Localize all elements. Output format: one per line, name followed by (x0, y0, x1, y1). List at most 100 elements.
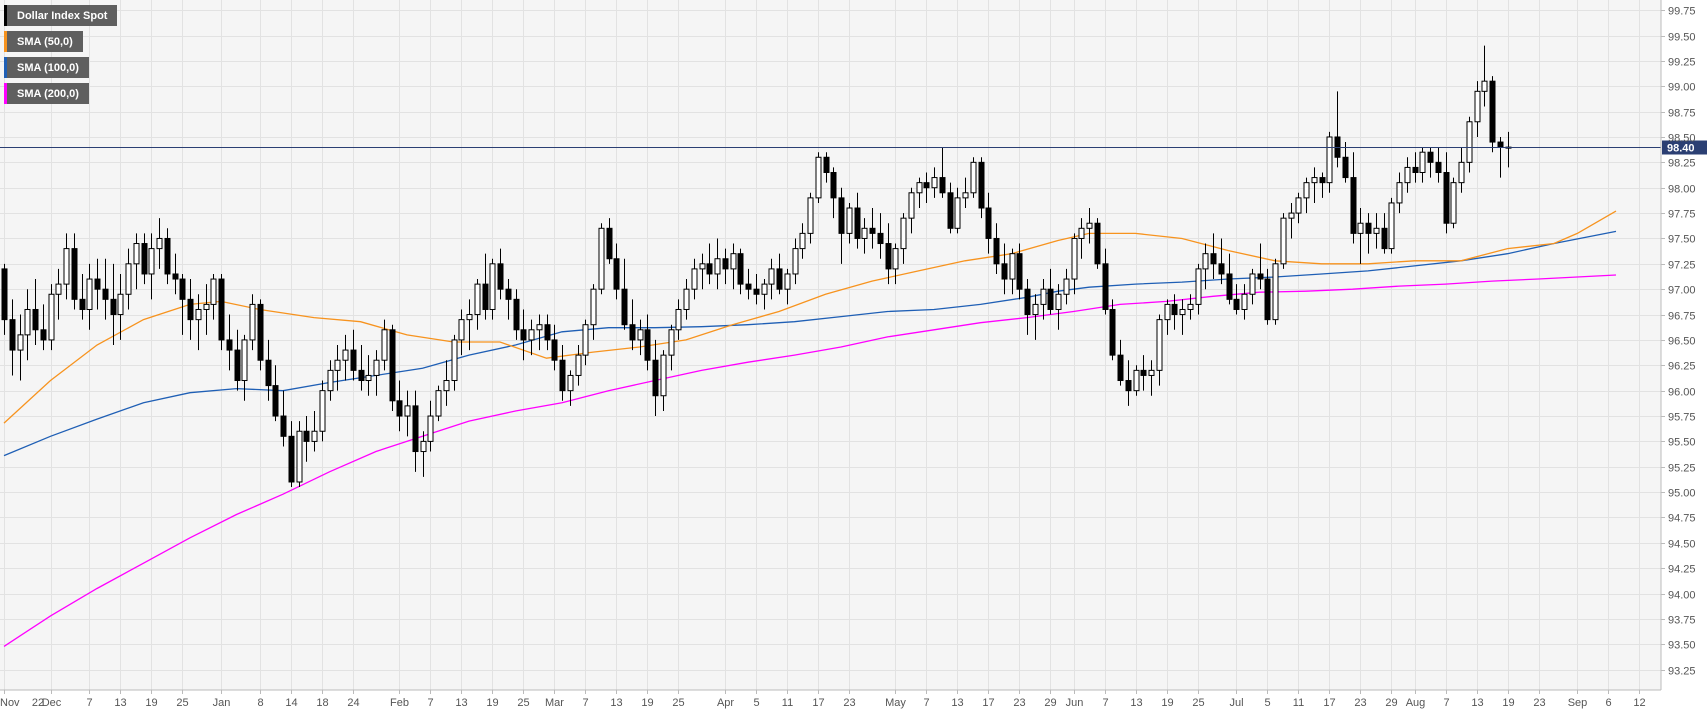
x-tick-label: 13 (114, 697, 126, 709)
candle-body (1241, 293, 1248, 310)
candle (1264, 268, 1271, 325)
candle (458, 309, 465, 356)
candle (621, 258, 628, 330)
candle-body (582, 324, 589, 356)
candle-body (1094, 222, 1101, 265)
candle (1443, 152, 1450, 234)
candle (528, 319, 535, 356)
candle-body (1350, 177, 1357, 234)
candle-body (79, 298, 86, 310)
legend-item-sma-100[interactable]: SMA (100,0) (4, 57, 89, 78)
candle (613, 243, 620, 300)
candle (466, 299, 473, 351)
y-tick-label: 98.75 (1668, 108, 1696, 120)
candle-body (234, 349, 241, 382)
x-tick-label: 17 (982, 697, 994, 709)
candle (753, 273, 760, 305)
chart-legend: Dollar Index Spot SMA (50,0) SMA (100,0)… (4, 5, 118, 109)
y-tick-label: 95.50 (1668, 437, 1696, 449)
legend-item-dollar-index[interactable]: Dollar Index Spot (4, 5, 118, 26)
candle (536, 314, 543, 351)
x-tick-label: 22 (32, 697, 44, 709)
candle-body (1357, 222, 1364, 234)
candle (1303, 177, 1310, 214)
candle (435, 385, 442, 422)
y-tick-label: 94.75 (1668, 513, 1696, 525)
candle (1202, 243, 1209, 290)
x-tick-label: 13 (455, 697, 467, 709)
candle-body (1156, 319, 1163, 371)
legend-item-sma-200[interactable]: SMA (200,0) (4, 83, 89, 104)
candle (71, 233, 78, 310)
candle-body (40, 329, 47, 341)
candle-body (1210, 253, 1217, 265)
candle-body (117, 293, 124, 316)
candle (156, 218, 163, 269)
candle (885, 223, 892, 285)
candle-body (1218, 263, 1225, 275)
candle (854, 192, 861, 249)
candle (823, 152, 830, 183)
legend-label: SMA (50,0) (17, 35, 73, 48)
candle-body (1303, 182, 1310, 199)
x-tick-label: 7 (1443, 697, 1449, 709)
candle-body (1288, 212, 1295, 219)
x-tick-label: 23 (1533, 697, 1545, 709)
y-tick-label: 93.25 (1668, 666, 1696, 678)
candle (1342, 142, 1349, 183)
candle (226, 314, 233, 371)
candle (691, 258, 698, 300)
plot-background (0, 0, 1661, 690)
y-tick-label: 94.00 (1668, 590, 1696, 602)
y-tick-label: 96.50 (1668, 336, 1696, 348)
x-tick-label: 29 (1044, 697, 1056, 709)
candle-body (1, 268, 8, 321)
candle-body (846, 207, 853, 234)
candle-body (1326, 136, 1333, 184)
candle (544, 314, 551, 351)
candle (1125, 360, 1132, 406)
candle (1009, 248, 1016, 295)
candle-body (970, 161, 977, 194)
candle-body (939, 177, 946, 194)
candle-body (730, 253, 737, 270)
candle (482, 253, 489, 320)
candle (714, 238, 721, 290)
candle-body (722, 258, 729, 270)
candle (962, 177, 969, 209)
candle-body (311, 430, 318, 442)
candle-body (885, 243, 892, 270)
y-tick-label: 99.25 (1668, 57, 1696, 69)
candle (799, 223, 806, 259)
candle-body (1109, 308, 1116, 356)
candle-body (714, 258, 721, 275)
y-tick-label: 96.00 (1668, 387, 1696, 399)
candle-body (1443, 172, 1450, 224)
candle-body (1489, 80, 1496, 143)
y-tick-label: 98.00 (1668, 184, 1696, 196)
candle-body (1001, 263, 1008, 280)
candle (923, 172, 930, 203)
x-tick-label: 8 (257, 697, 263, 709)
x-tick-label: 7 (582, 697, 588, 709)
candle-body (1140, 369, 1147, 376)
y-tick-label: 99.50 (1668, 32, 1696, 44)
candle (1458, 147, 1465, 193)
candle (303, 416, 310, 462)
candle-body (823, 156, 830, 174)
candle (1326, 131, 1333, 193)
candle (94, 258, 101, 310)
candle-body (1450, 182, 1457, 224)
legend-item-sma-50[interactable]: SMA (50,0) (4, 31, 83, 52)
axis-background (1661, 0, 1707, 712)
candle (629, 299, 636, 351)
candle-body (892, 248, 899, 270)
candle (877, 213, 884, 259)
candle (195, 294, 202, 351)
candle-body (691, 268, 698, 290)
candle (768, 258, 775, 300)
candle-body (334, 359, 341, 371)
x-tick-label: 24 (347, 697, 359, 709)
